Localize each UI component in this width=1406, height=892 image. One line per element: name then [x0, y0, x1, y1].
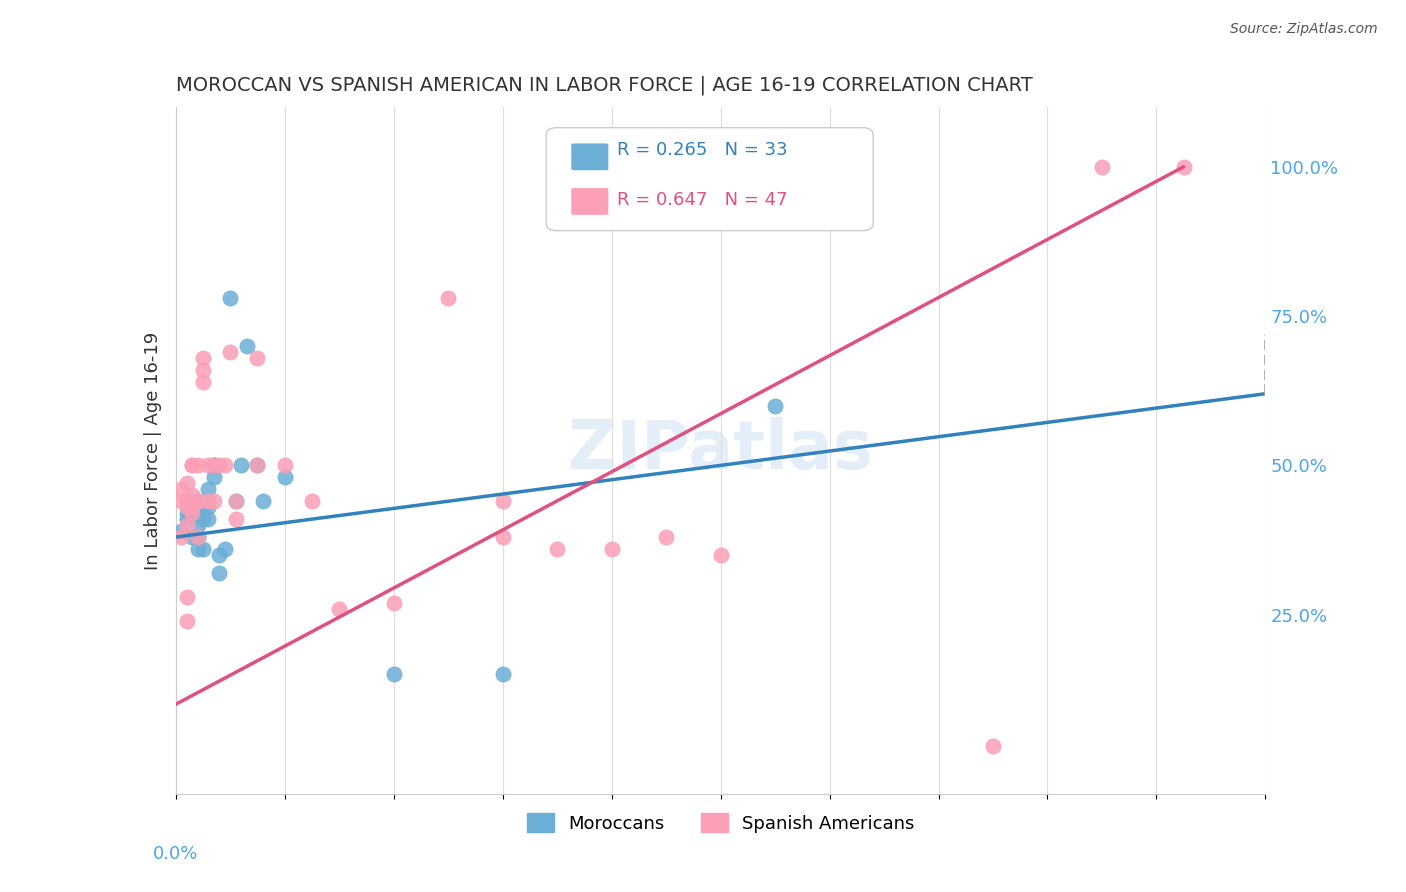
Point: [176, 494, 198, 508]
Point: [170, 494, 193, 508]
Point: [186, 494, 209, 508]
Point: [176, 512, 198, 526]
Point: [219, 345, 242, 359]
Point: [181, 494, 204, 508]
Point: [225, 494, 247, 508]
Point: [176, 500, 198, 515]
Point: [186, 506, 209, 520]
Point: [225, 494, 247, 508]
Point: [328, 601, 350, 615]
Point: [214, 541, 236, 556]
Point: [197, 483, 219, 497]
Point: [301, 494, 323, 508]
Point: [186, 458, 209, 473]
Point: [219, 291, 242, 305]
Point: [197, 512, 219, 526]
Point: [197, 494, 219, 508]
Point: [208, 458, 231, 473]
Point: [181, 458, 204, 473]
Point: [191, 375, 214, 389]
Point: [710, 548, 733, 562]
Point: [191, 363, 214, 377]
Y-axis label: In Labor Force | Age 16-19: In Labor Force | Age 16-19: [143, 331, 162, 570]
Point: [208, 566, 231, 580]
Point: [176, 590, 198, 604]
Point: [246, 458, 269, 473]
Point: [546, 541, 568, 556]
Point: [186, 518, 209, 533]
FancyBboxPatch shape: [571, 144, 609, 170]
Point: [274, 458, 297, 473]
Point: [437, 291, 460, 305]
Point: [202, 494, 225, 508]
Point: [202, 458, 225, 473]
Point: [197, 500, 219, 515]
Point: [1091, 160, 1114, 174]
Point: [186, 530, 209, 544]
Point: [1173, 160, 1195, 174]
Point: [191, 500, 214, 515]
Point: [186, 494, 209, 508]
Point: [176, 614, 198, 628]
Point: [197, 494, 219, 508]
Point: [170, 530, 193, 544]
Point: [246, 351, 269, 365]
Point: [181, 506, 204, 520]
Point: [170, 483, 193, 497]
Text: R = 0.265   N = 33: R = 0.265 N = 33: [617, 141, 787, 159]
Point: [382, 596, 405, 610]
Point: [186, 530, 209, 544]
FancyBboxPatch shape: [571, 188, 609, 215]
Point: [600, 541, 623, 556]
Text: 0.0%: 0.0%: [153, 846, 198, 863]
Legend: Moroccans, Spanish Americans: Moroccans, Spanish Americans: [519, 806, 922, 839]
Point: [225, 512, 247, 526]
Point: [492, 667, 515, 681]
Point: [763, 399, 786, 413]
Point: [191, 512, 214, 526]
Point: [246, 458, 269, 473]
Point: [176, 476, 198, 491]
Point: [191, 351, 214, 365]
Point: [181, 530, 204, 544]
Point: [252, 494, 274, 508]
Point: [492, 494, 515, 508]
Point: [176, 518, 198, 533]
Text: Source: ZipAtlas.com: Source: ZipAtlas.com: [1230, 22, 1378, 37]
Point: [181, 458, 204, 473]
Text: ZIPatlas: ZIPatlas: [568, 417, 873, 483]
Point: [235, 339, 257, 353]
Point: [202, 470, 225, 484]
Point: [202, 458, 225, 473]
Point: [274, 470, 297, 484]
Point: [191, 541, 214, 556]
Point: [492, 530, 515, 544]
Point: [655, 530, 678, 544]
Point: [197, 458, 219, 473]
Point: [231, 458, 253, 473]
Point: [170, 524, 193, 538]
Point: [214, 458, 236, 473]
Point: [181, 506, 204, 520]
Text: R = 0.647   N = 47: R = 0.647 N = 47: [617, 191, 787, 209]
Point: [176, 494, 198, 508]
Point: [176, 506, 198, 520]
Point: [208, 548, 231, 562]
Point: [981, 739, 1004, 753]
Point: [202, 458, 225, 473]
Text: MOROCCAN VS SPANISH AMERICAN IN LABOR FORCE | AGE 16-19 CORRELATION CHART: MOROCCAN VS SPANISH AMERICAN IN LABOR FO…: [176, 75, 1032, 95]
Point: [186, 541, 209, 556]
Point: [181, 500, 204, 515]
FancyBboxPatch shape: [546, 128, 873, 231]
Point: [181, 488, 204, 502]
Point: [382, 667, 405, 681]
